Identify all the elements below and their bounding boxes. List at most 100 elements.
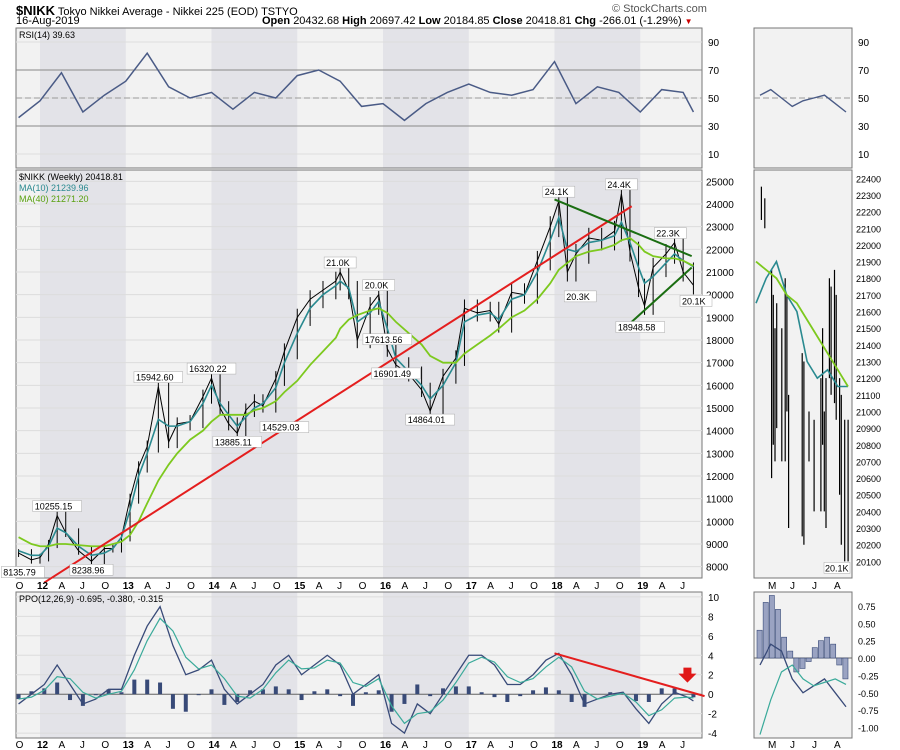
daily-ppo-x-tick: A xyxy=(834,740,841,750)
price-tick-label: 9000 xyxy=(706,540,729,551)
ppo-hist-bar xyxy=(376,690,381,695)
rsi-line xyxy=(18,51,695,122)
ppo-hist-bar xyxy=(68,694,73,701)
price-x-tick: J xyxy=(509,581,514,592)
ppo-tick-label: 2 xyxy=(708,671,714,682)
daily-price-tick: 20600 xyxy=(856,474,881,484)
ppo-hist-bar xyxy=(106,689,111,695)
ppo-x-tick: J xyxy=(423,740,428,750)
price-x-tick: O xyxy=(187,581,195,592)
price-tick-label: 25000 xyxy=(706,177,734,188)
price-x-tick: 16 xyxy=(380,581,392,592)
annotation-box xyxy=(405,413,455,426)
price-x-tick: J xyxy=(166,581,171,592)
daily-price-annotation: 20.1K xyxy=(825,563,849,573)
ppo-tick-label: 6 xyxy=(708,632,714,643)
daily-price-tick: 20100 xyxy=(856,557,881,567)
low-value: 20184.85 xyxy=(443,15,490,27)
ppo-hist-bar xyxy=(93,694,98,696)
ppo-hist-bar xyxy=(299,694,304,701)
daily-ppo-hist xyxy=(818,640,824,659)
rsi-tick-label: 30 xyxy=(708,122,720,133)
price-x-tick: O xyxy=(530,581,538,592)
annotation-box xyxy=(563,290,597,303)
ppo-hist-bar xyxy=(389,694,394,712)
daily-ppo-hist xyxy=(793,657,800,673)
price-annotation: 14864.01 xyxy=(408,415,446,425)
daily-ppo-line xyxy=(759,643,847,708)
price-tick-label: 21000 xyxy=(706,268,734,279)
price-x-tick: J xyxy=(594,581,599,592)
price-annotation: 20.1K xyxy=(682,296,706,306)
daily-price-tick: 22400 xyxy=(856,174,881,184)
ppo-tick-label: -2 xyxy=(708,710,717,721)
daily-x-tick: M xyxy=(768,581,776,592)
price-tick-label: 13000 xyxy=(706,449,734,460)
ppo-x-tick: 19 xyxy=(637,740,649,750)
price-x-tick: J xyxy=(251,581,256,592)
ppo-hist-bar xyxy=(196,694,201,696)
triangle-line xyxy=(554,198,693,258)
ppo-x-tick: 17 xyxy=(466,740,478,750)
daily-ppo-tick: -0.75 xyxy=(858,706,879,716)
price-annotation: 24.4K xyxy=(607,180,631,190)
daily-price-tick: 21200 xyxy=(856,374,881,384)
daily-rsi-tick: 90 xyxy=(858,38,870,49)
ppo-hist-bar xyxy=(441,688,446,695)
annotation-box xyxy=(362,279,395,291)
annotation-box xyxy=(615,321,665,333)
ppo-hist-bar xyxy=(273,686,278,695)
ppo-hist-bar xyxy=(569,694,574,702)
price-annotation: 8135.79 xyxy=(3,568,36,578)
daily-ppo-hist xyxy=(836,657,843,666)
daily-ppo-hist xyxy=(830,643,837,659)
ppo-tick-label: 10 xyxy=(708,593,720,604)
annotation-box xyxy=(542,185,576,198)
index-name: Tokyo Nikkei Average - Nikkei 225 (EOD) xyxy=(57,6,259,18)
ppo-x-tick: J xyxy=(337,740,342,750)
ppo-hist-bar xyxy=(492,694,497,698)
daily-ma10-line xyxy=(755,259,848,388)
ppo-hist-bar xyxy=(312,691,317,695)
symbol: $NIKK xyxy=(16,3,56,18)
ppo-x-tick: 14 xyxy=(209,740,221,750)
daily-ppo-tick: -1.00 xyxy=(858,724,879,734)
annotation-box xyxy=(259,421,310,433)
exchange: TSTYO xyxy=(261,6,298,18)
daily-price-tick: 20300 xyxy=(856,524,881,534)
daily-annotation-box xyxy=(823,562,851,574)
daily-ppo-tick: -0.50 xyxy=(858,689,879,699)
price-x-tick: O xyxy=(444,581,452,592)
annotation-box xyxy=(133,371,183,383)
ppo-hist-bar xyxy=(633,694,638,702)
ppo-hist-bar xyxy=(350,694,355,706)
ppo-tick-label: 8 xyxy=(708,612,714,623)
ppo-x-tick: A xyxy=(316,740,323,750)
price-x-tick: J xyxy=(337,581,342,592)
daily-ppo-hist xyxy=(756,629,763,659)
daily-price-tick: 21100 xyxy=(856,391,880,401)
chg-value: -266.01 (-1.29%) xyxy=(599,15,682,27)
price-x-tick: J xyxy=(680,581,685,592)
ppo-hist-bar xyxy=(608,692,613,695)
price-x-tick: J xyxy=(80,581,85,592)
price-annotation: 13885.11 xyxy=(215,437,252,447)
ppo-x-tick: 18 xyxy=(552,740,564,750)
price-x-tick: O xyxy=(101,581,109,592)
daily-rsi-tick: 10 xyxy=(858,150,870,161)
ppo-hist-bar xyxy=(16,694,21,700)
ppo-x-tick: A xyxy=(144,740,151,750)
price-annotation: 22.3K xyxy=(656,229,680,239)
ppo-x-tick: J xyxy=(680,740,685,750)
price-annotation: 20.0K xyxy=(365,281,389,291)
price-tick-label: 20000 xyxy=(706,291,734,302)
price-x-tick: O xyxy=(616,581,624,592)
ppo-x-tick: 15 xyxy=(294,740,306,750)
ppo-x-tick: 13 xyxy=(123,740,135,750)
ppo-hist-bar xyxy=(42,688,47,695)
price-annotation: 18948.58 xyxy=(618,323,656,333)
ppo-x-tick: A xyxy=(401,740,408,750)
ppo-hist-bar xyxy=(505,694,510,702)
price-x-tick: 19 xyxy=(637,581,649,592)
